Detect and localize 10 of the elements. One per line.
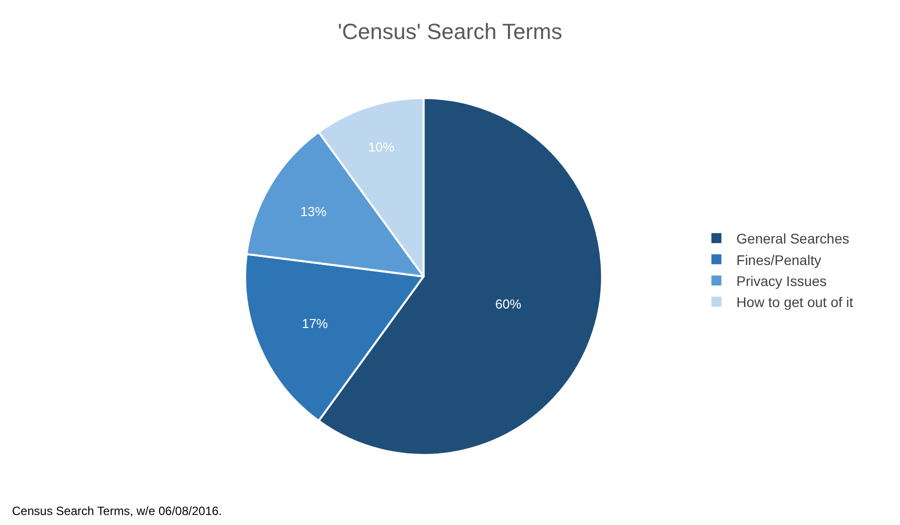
legend-label: Fines/Penalty — [736, 252, 822, 268]
data-label: 60% — [495, 296, 522, 312]
chart-title: 'Census' Search Terms — [338, 19, 562, 44]
text: Census Search Terms, w/e 06/08/2016. — [12, 504, 222, 518]
legend-label: How to get out of it — [736, 294, 854, 310]
data-label: 10% — [368, 139, 395, 154]
legend-label: General Searches — [736, 230, 850, 247]
data-label: 17% — [302, 316, 328, 331]
data-label: 13% — [300, 204, 327, 219]
legend-label: Privacy Issues — [736, 272, 827, 289]
